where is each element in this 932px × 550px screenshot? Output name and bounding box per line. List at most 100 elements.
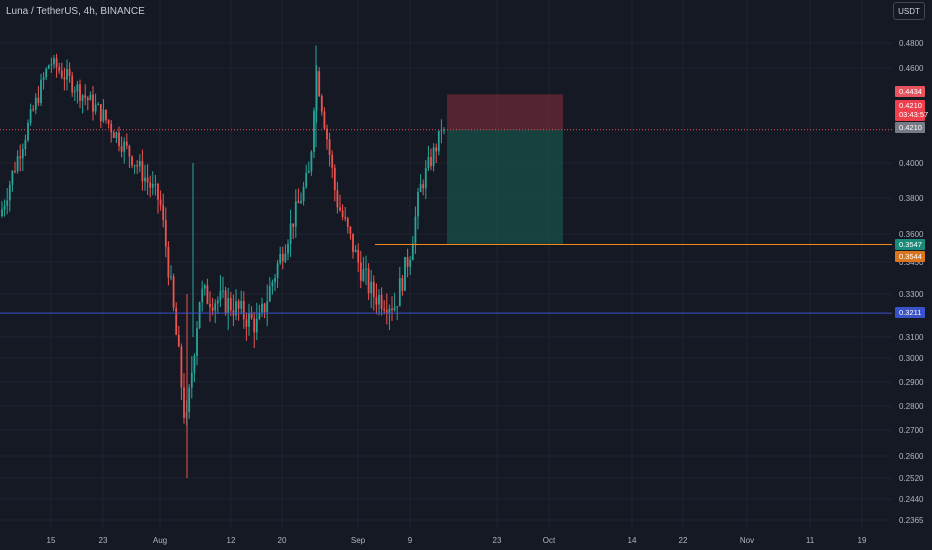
candle-body [115, 132, 118, 139]
candle-body [24, 139, 27, 150]
grid-lines [0, 0, 892, 528]
blue-level-tag: 0.3211 [895, 307, 925, 318]
candle-body [279, 253, 282, 264]
candle-body [333, 167, 336, 191]
candle-body [92, 94, 94, 112]
candle-body [183, 387, 185, 418]
candle-body [216, 300, 219, 304]
price-tick-label: 0.2365 [899, 516, 924, 525]
candle-body [79, 84, 81, 101]
candle-body [328, 139, 331, 155]
price-tick-label: 0.3300 [899, 290, 924, 299]
candle-body [6, 200, 9, 206]
price-tick-label: 0.2440 [899, 495, 924, 504]
candle-body [341, 210, 344, 217]
candle-body [53, 58, 55, 65]
candle-body [310, 151, 313, 172]
price-tick-label: 0.2520 [899, 474, 924, 483]
currency-button[interactable]: USDT [893, 2, 925, 20]
candle-body [281, 253, 284, 262]
candle-body [398, 278, 401, 307]
candle-body [219, 291, 222, 301]
candle-body [224, 290, 227, 314]
candle-body [110, 123, 113, 133]
candle-body [94, 104, 97, 112]
candle-body [344, 216, 347, 219]
candle-body [266, 301, 269, 313]
price-tick-label: 0.4800 [899, 39, 924, 48]
candle-body [352, 233, 354, 252]
take-profit-zone [447, 129, 563, 244]
candle-body [21, 149, 24, 159]
candle-body [313, 110, 315, 152]
price-tick-label: 0.2800 [899, 402, 924, 411]
candle-body [29, 109, 32, 124]
price-tick-label: 0.3800 [899, 194, 924, 203]
candle-body [250, 312, 253, 319]
time-tick-label: 12 [227, 536, 236, 545]
price-tick-label: 0.3100 [899, 333, 924, 342]
candle-body [336, 190, 339, 208]
candle-body [253, 318, 256, 333]
candle-body [430, 157, 432, 166]
orange-level-tag: 0.3544 [895, 251, 925, 262]
svg-text:0.4434: 0.4434 [899, 87, 922, 96]
candle-body [76, 84, 79, 92]
candle-body [248, 312, 250, 327]
candle-body [393, 307, 396, 311]
candle-body [385, 310, 388, 314]
candle-body [159, 199, 162, 205]
svg-text:0.3211: 0.3211 [899, 308, 921, 317]
candle-body [151, 183, 154, 188]
candle-body [68, 68, 71, 76]
entry-price-tag: 0.4210 [895, 122, 925, 133]
time-tick-label: Aug [153, 536, 167, 545]
candle-body [302, 187, 305, 202]
candle-body [131, 156, 133, 166]
candle-body [180, 346, 183, 388]
candle-body [268, 286, 271, 302]
candle-body [294, 201, 297, 227]
horizontal-lines[interactable] [0, 129, 892, 314]
candle-body [16, 156, 19, 172]
time-tick-label: 19 [858, 536, 867, 545]
candle-body [73, 91, 76, 93]
time-tick-label: Nov [740, 536, 754, 545]
candle-body [323, 111, 326, 129]
candle-body [339, 207, 341, 211]
price-axis[interactable]: 0.4800 0.4600 0.4000 0.3800 0.3600 0.3450 0.33… [899, 39, 924, 525]
candle-body [240, 300, 243, 309]
price-tick-label: 0.4600 [899, 64, 924, 73]
candle-body [63, 77, 66, 80]
candle-body [326, 128, 328, 140]
time-tick-label: 23 [493, 536, 502, 545]
candle-body [190, 372, 193, 388]
time-axis[interactable]: 15 23 Aug 12 20 Sep 9 23 Oct 14 22 Nov 11 19 [47, 536, 867, 545]
candle-body [58, 67, 61, 71]
candle-body [380, 294, 383, 310]
time-tick-label: 14 [628, 536, 637, 545]
candle-body [245, 319, 248, 327]
candle-body [86, 97, 89, 101]
position-tool[interactable] [447, 94, 563, 244]
candle-body [193, 355, 196, 373]
candle-body [177, 334, 180, 347]
candle-body [141, 160, 144, 182]
candle-body [211, 307, 214, 311]
candle-body [305, 173, 308, 188]
candle-body [261, 303, 263, 313]
candle-body [123, 141, 126, 152]
candle-body [97, 104, 100, 106]
price-tick-label: 0.2600 [899, 452, 924, 461]
time-tick-label: Sep [351, 536, 366, 545]
candle-body [289, 223, 292, 244]
price-tick-label: 0.2900 [899, 378, 924, 387]
candle-body [84, 95, 87, 98]
time-tick-label: 11 [806, 536, 815, 545]
svg-text:0.3544: 0.3544 [899, 252, 922, 261]
candle-body [206, 285, 209, 304]
candle-body [136, 165, 139, 167]
candle-body [300, 201, 302, 204]
candle-body [120, 146, 123, 152]
